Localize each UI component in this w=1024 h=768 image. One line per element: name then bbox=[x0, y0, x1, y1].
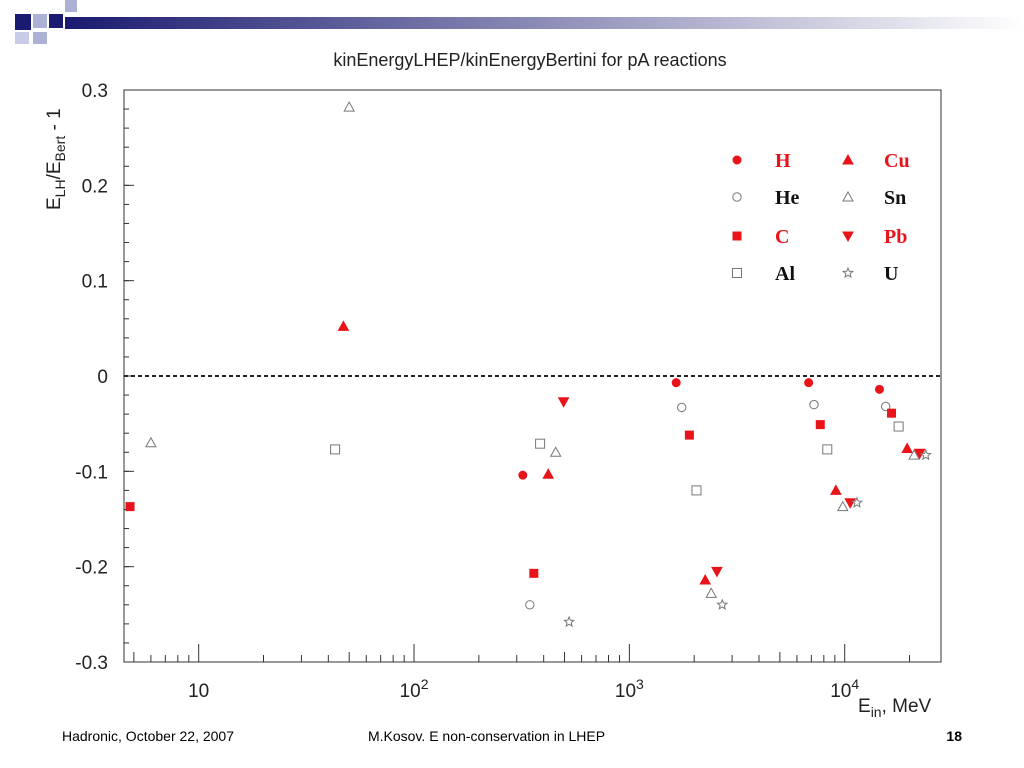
series-he bbox=[525, 399, 891, 610]
legend-label: Pb bbox=[884, 226, 907, 248]
legend-label: He bbox=[775, 187, 800, 209]
data-point-h bbox=[671, 378, 681, 388]
x-tick-label: 103 bbox=[615, 676, 644, 702]
legend-label: U bbox=[884, 263, 898, 285]
data-point-pb bbox=[557, 397, 570, 408]
x-tick-label: 10 bbox=[188, 681, 209, 702]
data-point-he bbox=[809, 399, 819, 410]
slide-header-decoration bbox=[0, 0, 1024, 48]
data-point-sn bbox=[549, 446, 562, 457]
legend-label: Cu bbox=[884, 150, 910, 172]
header-gradient-bar bbox=[65, 17, 1024, 29]
y-tick-label: 0.1 bbox=[82, 272, 108, 293]
data-point-sn bbox=[343, 101, 356, 112]
data-point-al bbox=[330, 444, 341, 455]
data-point-al bbox=[822, 444, 833, 455]
data-point-u bbox=[850, 496, 863, 508]
legend-label: C bbox=[775, 226, 789, 248]
legend-entry-sn: Sn bbox=[842, 187, 906, 209]
data-point-u bbox=[716, 598, 729, 610]
legend: H He C Al Cu Sn Pb U bbox=[732, 150, 910, 285]
legend-marker bbox=[841, 266, 855, 279]
data-point-sn bbox=[145, 436, 157, 448]
data-point-u bbox=[919, 448, 932, 461]
data-point-cu bbox=[542, 468, 555, 479]
series-al bbox=[330, 421, 904, 496]
data-point-sn bbox=[908, 449, 920, 460]
data-point-sn bbox=[836, 500, 849, 512]
legend-label: Al bbox=[775, 263, 795, 285]
x-axis-label-text: Ein, MeV bbox=[858, 696, 932, 720]
data-point-cu bbox=[337, 320, 350, 331]
y-tick-label: 0.3 bbox=[82, 81, 108, 102]
series-c bbox=[125, 408, 897, 578]
legend-label: H bbox=[775, 150, 791, 172]
y-tick-label: -0.1 bbox=[75, 462, 108, 483]
data-point-c bbox=[684, 430, 694, 440]
data-point-cu bbox=[830, 484, 842, 495]
y-tick-label: 0.2 bbox=[82, 176, 108, 197]
data-point-al bbox=[893, 421, 904, 432]
legend-marker bbox=[842, 231, 854, 243]
header-square-light bbox=[65, 0, 77, 12]
legend-entry-c: C bbox=[732, 226, 789, 248]
y-tick-label: -0.3 bbox=[75, 653, 108, 674]
data-point-h bbox=[874, 384, 884, 394]
legend-entry-u: U bbox=[841, 263, 898, 285]
data-point-c bbox=[887, 408, 897, 418]
header-square-dark bbox=[15, 14, 31, 30]
x-axis-label: Ein, MeV bbox=[858, 696, 932, 720]
footer-date: Hadronic, October 22, 2007 bbox=[62, 728, 234, 744]
data-point-c bbox=[815, 420, 825, 430]
legend-entry-h: H bbox=[732, 150, 791, 172]
data-point-he bbox=[880, 401, 891, 412]
header-square-dark bbox=[49, 14, 63, 28]
footer-title: M.Kosov. E non-conservation in LHEP bbox=[368, 728, 606, 744]
series-pb bbox=[557, 397, 926, 578]
legend-marker bbox=[732, 231, 742, 241]
x-tick-label: 102 bbox=[400, 676, 429, 702]
data-point-al bbox=[691, 485, 702, 496]
header-square-light bbox=[33, 14, 47, 28]
header-square-light bbox=[33, 32, 47, 44]
legend-entry-he: He bbox=[732, 187, 800, 209]
legend-marker bbox=[732, 268, 742, 278]
data-point-sn bbox=[705, 587, 718, 598]
legend-entry-al: Al bbox=[732, 263, 795, 285]
data-point-h bbox=[518, 470, 528, 480]
series-cu bbox=[337, 320, 914, 585]
series-h bbox=[518, 378, 884, 480]
data-point-he bbox=[677, 402, 687, 413]
y-axis-label-text: ELH/EBert - 1 bbox=[44, 108, 68, 210]
series-sn bbox=[145, 101, 920, 598]
data-point-cu bbox=[901, 442, 914, 453]
legend-entry-cu: Cu bbox=[842, 150, 910, 172]
page-number: 18 bbox=[946, 728, 962, 744]
y-tick-label: -0.2 bbox=[75, 558, 108, 579]
header-square-light bbox=[15, 32, 29, 44]
legend-marker bbox=[842, 190, 854, 202]
y-axis-label: ELH/EBert - 1 bbox=[44, 108, 68, 210]
data-point-pb bbox=[711, 566, 723, 578]
data-point-c bbox=[125, 502, 135, 512]
chart-title: kinEnergyLHEP/kinEnergyBertini for pA re… bbox=[333, 50, 726, 70]
data-points bbox=[125, 101, 932, 628]
legend-marker bbox=[732, 192, 742, 202]
y-tick-label: 0 bbox=[97, 367, 108, 388]
series-u bbox=[563, 448, 932, 628]
data-point-he bbox=[525, 600, 535, 610]
x-tick-label: 104 bbox=[830, 676, 859, 702]
data-point-c bbox=[529, 568, 539, 578]
data-point-h bbox=[804, 378, 814, 388]
legend-marker bbox=[842, 153, 854, 165]
data-point-al bbox=[535, 438, 546, 449]
legend-label: Sn bbox=[884, 187, 906, 209]
data-point-cu bbox=[699, 573, 712, 585]
legend-entry-pb: Pb bbox=[842, 226, 907, 248]
legend-marker bbox=[732, 155, 742, 165]
data-point-u bbox=[563, 615, 576, 628]
